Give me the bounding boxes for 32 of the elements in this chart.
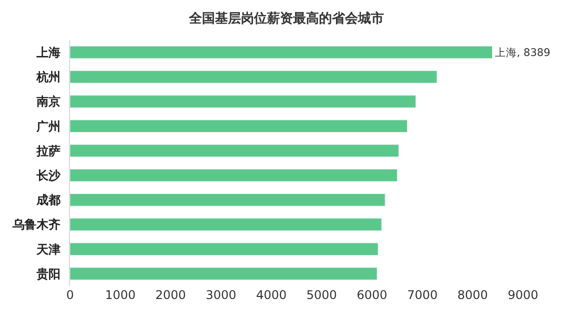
bar [70,95,416,108]
bar [70,267,378,280]
bar [70,120,408,132]
y-tick-label: 广州 [36,119,61,134]
bar [70,144,399,158]
x-tick-label: 3000 [206,288,236,302]
bar [70,194,386,206]
x-tick-label: 4000 [256,288,287,302]
x-tick-label: 5000 [306,288,337,302]
y-tick-label: 长沙 [36,168,62,182]
y-tick-label: 南京 [36,94,61,109]
data-label: 上海, 8389 [494,46,550,59]
y-tick-label: 成都 [36,193,61,208]
x-tick-label: 0 [66,288,74,302]
x-tick-label: 9000 [508,288,538,302]
bar [70,70,438,84]
bar [70,218,382,231]
x-tick-label: 2000 [155,288,186,302]
bar [70,168,398,182]
chart-title: 全国基层岗位薪资最高的省会城市 [188,10,384,26]
x-tick-label: 8000 [457,288,488,302]
y-tick-label: 天津 [36,242,61,256]
bar [70,46,492,59]
y-tick-label: 杭州 [36,70,61,84]
y-tick-label: 贵阳 [36,266,61,281]
x-tick-label: 6000 [356,288,388,302]
bar [70,242,378,256]
x-tick-label: 1000 [105,288,136,302]
y-tick-label: 乌鲁木齐 [12,218,61,232]
x-tick-label: 7000 [407,288,438,302]
y-tick-label: 拉萨 [36,144,61,158]
y-tick-label: 上海 [36,46,61,60]
